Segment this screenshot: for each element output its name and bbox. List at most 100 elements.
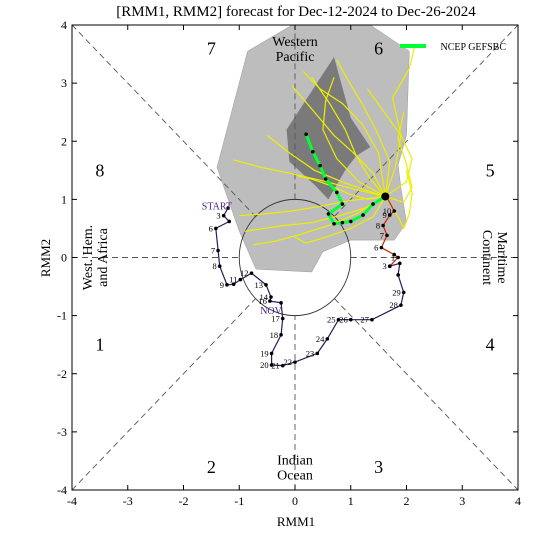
observed-track-day-label: 16 — [258, 296, 267, 306]
ensemble-mean-point — [340, 220, 345, 225]
ensemble-member-line — [302, 71, 386, 197]
x-tick-label: 0 — [292, 494, 298, 508]
observed-track-point — [269, 351, 274, 356]
x-axis-label: RMM1 — [277, 514, 315, 529]
observed-recent-track-day-label: 9 — [383, 210, 387, 220]
ensemble-mean-point — [326, 212, 331, 216]
ensemble-mean-point — [304, 132, 308, 137]
observed-recent-track-day-label: 6 — [374, 243, 378, 253]
observed-track-point — [249, 271, 254, 275]
ensemble-mean-point — [318, 163, 322, 168]
observed-track-point — [279, 301, 283, 305]
ensemble-member-line — [384, 170, 413, 230]
x-tick-label: -4 — [67, 494, 77, 508]
phase-number: 2 — [207, 457, 216, 477]
region-label-line: and Africa — [96, 227, 111, 286]
observed-track-point — [217, 264, 222, 269]
ensemble-member-line — [244, 195, 386, 232]
observed-recent-track-point — [385, 195, 389, 200]
observed-track-day-label: 19 — [260, 348, 269, 358]
observed-track-day-label: 28 — [389, 300, 398, 310]
observed-recent-track-day-label: 7 — [380, 230, 384, 240]
observed-recent-track-point — [396, 255, 400, 260]
track-annotation: START — [202, 201, 232, 212]
observed-track-point — [280, 363, 285, 368]
ensemble-member-line — [322, 77, 386, 198]
y-tick-label: -1 — [57, 309, 67, 323]
phase-number: 8 — [95, 160, 104, 180]
observed-track-point — [269, 363, 274, 367]
observed-track-point — [231, 282, 236, 287]
x-tick-label: 3 — [459, 494, 465, 508]
observed-recent-track-point — [387, 213, 392, 217]
phase-divider-line — [334, 298, 518, 490]
observed-track-point — [315, 351, 320, 356]
y-tick-label: 3 — [61, 76, 67, 90]
observed-track-day-label: 22 — [284, 357, 293, 367]
observed-track-point — [214, 226, 218, 231]
observed-recent-track-day-label: 8 — [376, 221, 380, 231]
phase-number: 5 — [486, 160, 495, 180]
ensemble-member-line — [384, 45, 416, 197]
y-tick-label: -2 — [57, 367, 67, 381]
observed-track-line — [215, 207, 405, 367]
phase-divider-line — [334, 25, 518, 217]
track-annotation: NOV — [260, 306, 282, 317]
phase-divider-line — [72, 298, 256, 490]
observed-track-point — [399, 303, 403, 307]
unit-circle — [238, 198, 352, 317]
observed-track-point — [293, 360, 297, 364]
observed-track-day-label: 27 — [360, 315, 369, 325]
y-axis-label: RMM2 — [38, 239, 53, 277]
ensemble-mean-point — [348, 219, 353, 224]
y-tick-label: -3 — [57, 425, 67, 439]
observed-track-point — [279, 333, 283, 337]
chart-title: [RMM1, RMM2] forecast for Dec-12-2024 to… — [116, 4, 476, 20]
ensemble-mean-point — [335, 190, 339, 195]
ensemble-mean-point — [371, 202, 375, 206]
phase-number: 7 — [207, 38, 216, 58]
ensemble-member-line — [253, 195, 386, 246]
ensemble-member-line — [233, 159, 386, 198]
region-label-line: Ocean — [277, 468, 313, 483]
x-tick-label: 2 — [404, 494, 410, 508]
ensemble-member-line — [311, 76, 386, 197]
phase-number: 4 — [486, 335, 495, 355]
observed-track-point — [401, 290, 406, 295]
observed-track-day-label: 23 — [306, 348, 315, 358]
y-tick-label: 1 — [61, 192, 67, 206]
x-tick-label: -1 — [234, 494, 244, 508]
observed-track-point — [264, 283, 268, 287]
observed-recent-track-day-label: 10 — [383, 206, 392, 216]
observed-track-point — [227, 219, 232, 224]
observed-track-day-label: 11 — [229, 275, 237, 285]
region-label-line: Maritime — [494, 231, 509, 283]
region-label-line: Pacific — [276, 50, 315, 65]
region-label-line: Indian — [277, 453, 313, 468]
ensemble-mean-point — [332, 221, 336, 226]
observed-track-point — [348, 317, 353, 322]
observed-recent-track-day-label: 1 — [391, 253, 395, 263]
observed-track-day-label: 9 — [220, 280, 224, 290]
legend-entry-label: NCEP GEFSBC — [441, 42, 507, 53]
ensemble-member-line — [266, 134, 386, 198]
ensemble-member-line — [336, 59, 391, 197]
observed-track-point — [336, 317, 341, 322]
ensemble-mean-point — [323, 177, 328, 181]
region-label-line: Western — [272, 35, 318, 50]
x-tick-label: 4 — [515, 494, 521, 508]
observed-recent-track-point — [387, 264, 392, 269]
y-tick-label: 4 — [61, 18, 67, 32]
y-tick-label: 2 — [61, 134, 67, 148]
phase-number: 1 — [95, 335, 104, 355]
observed-track-point — [238, 277, 243, 282]
phase-number: 6 — [374, 38, 383, 58]
observed-track-day-label: 29 — [392, 287, 401, 297]
observed-recent-track-point — [381, 223, 385, 228]
observed-track-day-label: 7 — [211, 246, 215, 256]
observed-recent-track-point — [392, 252, 397, 257]
observed-track-point — [269, 295, 273, 299]
